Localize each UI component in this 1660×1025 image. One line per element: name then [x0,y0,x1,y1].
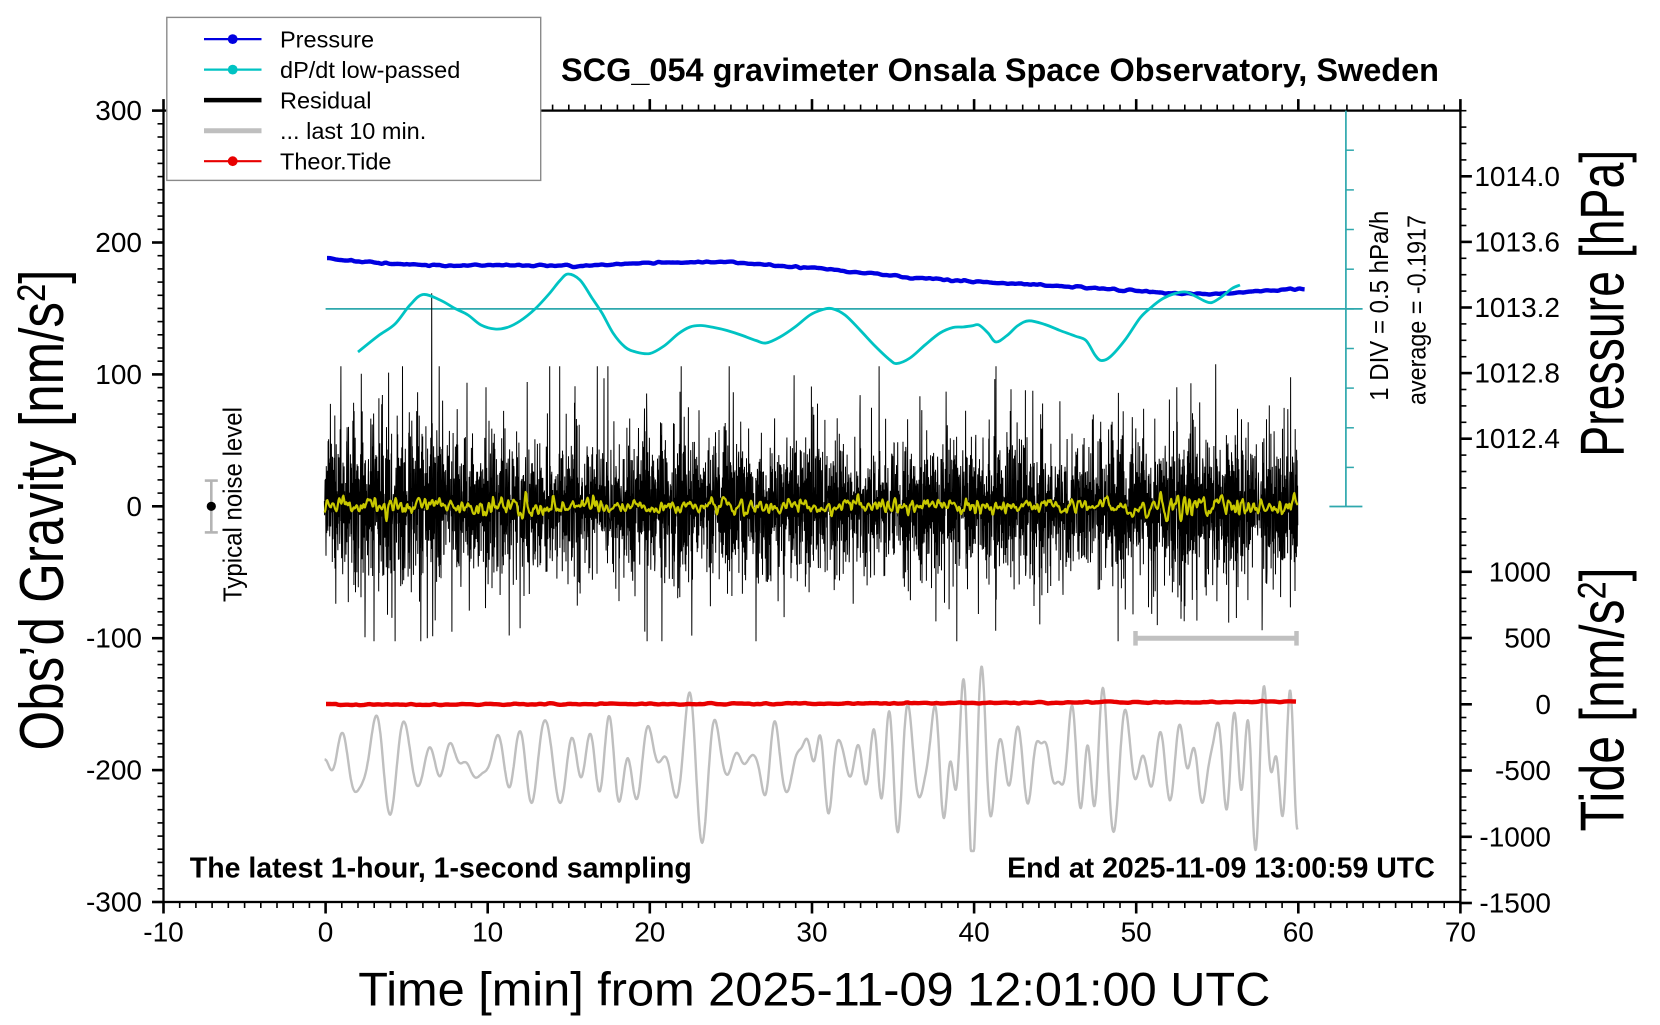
svg-text:1000: 1000 [1489,556,1551,587]
svg-text:Pressure [hPa]: Pressure [hPa] [1569,150,1638,457]
svg-text:-200: -200 [86,755,142,786]
svg-text:Typical noise level: Typical noise level [218,407,248,602]
svg-text:0: 0 [1535,689,1551,720]
svg-text:1013.6: 1013.6 [1474,226,1560,257]
svg-text:0: 0 [126,491,142,522]
svg-text:-1000: -1000 [1479,821,1551,852]
svg-text:0: 0 [318,917,334,948]
svg-text:300: 300 [95,95,142,126]
svg-text:100: 100 [95,359,142,390]
svg-text:70: 70 [1445,917,1476,948]
svg-text:1012.8: 1012.8 [1474,358,1560,389]
svg-text:-100: -100 [86,623,142,654]
svg-text:10: 10 [472,917,503,948]
svg-text:SCG_054 gravimeter Onsala Spac: SCG_054 gravimeter Onsala Space Observat… [561,52,1439,88]
svg-text:-300: -300 [86,887,142,918]
svg-text:Pressure: Pressure [280,26,374,52]
svg-text:20: 20 [634,917,665,948]
svg-text:60: 60 [1283,917,1314,948]
svg-text:30: 30 [796,917,827,948]
svg-text:Residual: Residual [280,87,371,113]
svg-text:1 DIV = 0.5 hPa/h: 1 DIV = 0.5 hPa/h [1364,211,1394,401]
svg-text:End at 2025-11-09 13:00:59 UTC: End at 2025-11-09 13:00:59 UTC [1007,853,1435,885]
svg-text:-1500: -1500 [1479,888,1551,919]
svg-text:Tide [nm/s2]: Tide [nm/s2] [1569,568,1638,832]
svg-text:40: 40 [959,917,990,948]
svg-text:... last 10 min.: ... last 10 min. [280,118,426,144]
svg-text:Theor.Tide: Theor.Tide [280,148,391,174]
svg-text:1013.2: 1013.2 [1474,292,1560,323]
svg-text:Obs’d Gravity [nm/s2]: Obs’d Gravity [nm/s2] [8,270,77,751]
svg-text:1012.4: 1012.4 [1474,423,1560,454]
svg-text:-10: -10 [143,917,183,948]
svg-text:200: 200 [95,227,142,258]
svg-text:500: 500 [1504,623,1551,654]
svg-text:1014.0: 1014.0 [1474,161,1560,192]
svg-text:dP/dt low-passed: dP/dt low-passed [280,57,460,83]
svg-text:Time [min] from 2025-11-09 12:: Time [min] from 2025-11-09 12:01:00 UTC [358,963,1270,1016]
svg-text:-500: -500 [1495,755,1551,786]
svg-text:50: 50 [1121,917,1152,948]
svg-text:average = -0.1917: average = -0.1917 [1402,215,1432,405]
svg-text:The latest 1-hour, 1-second sa: The latest 1-hour, 1-second sampling [190,853,692,885]
